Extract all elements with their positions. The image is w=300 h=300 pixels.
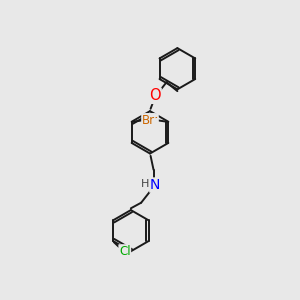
Text: O: O <box>149 88 161 103</box>
Text: H: H <box>140 178 149 189</box>
Text: Br: Br <box>145 114 158 127</box>
Text: Cl: Cl <box>119 245 130 258</box>
Text: Br: Br <box>142 114 155 127</box>
Text: N: N <box>150 178 160 192</box>
